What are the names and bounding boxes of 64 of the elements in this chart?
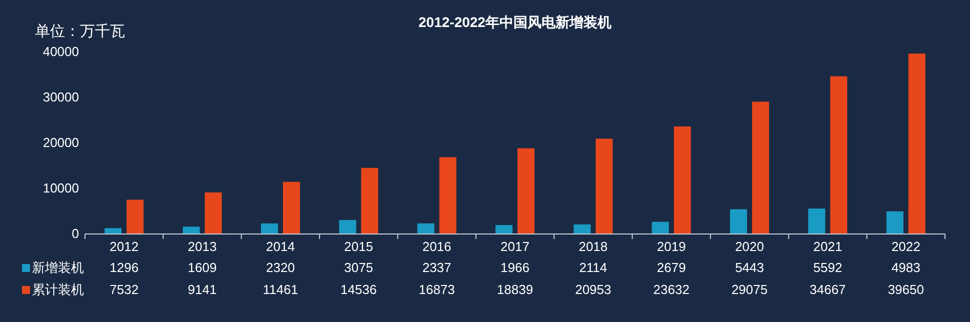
- bar: [908, 54, 926, 234]
- y-tick-label: 20000: [42, 135, 79, 150]
- bar: [518, 148, 534, 234]
- data-label: 11461: [262, 282, 298, 297]
- bar: [830, 76, 848, 234]
- x-tick-label: 2015: [344, 239, 374, 254]
- data-label: 34667: [810, 282, 846, 297]
- y-tick-label: 0: [72, 226, 79, 241]
- data-label: 20953: [575, 282, 612, 297]
- bar: [886, 211, 904, 234]
- bar: [104, 228, 122, 234]
- data-label: 7532: [110, 282, 139, 297]
- bar: [752, 102, 770, 234]
- bar: [730, 209, 748, 234]
- data-label: 2320: [266, 260, 295, 275]
- data-label: 1966: [500, 260, 530, 275]
- data-label: 5592: [813, 260, 842, 275]
- data-label: 16873: [418, 282, 455, 297]
- x-tick-label: 2016: [422, 239, 452, 254]
- bar: [204, 192, 222, 234]
- data-label: 3075: [344, 260, 374, 275]
- bar: [417, 223, 434, 234]
- x-tick-label: 2012: [110, 239, 139, 254]
- legend-label: 新增装机: [32, 260, 84, 275]
- legend-label: 累计装机: [32, 282, 84, 297]
- data-label: 2337: [422, 260, 452, 275]
- bar: [574, 224, 591, 234]
- data-label: 1296: [110, 260, 139, 275]
- bar: [596, 138, 613, 234]
- x-tick-label: 2022: [891, 239, 920, 254]
- data-label: 39650: [888, 282, 924, 297]
- y-tick-label: 30000: [42, 90, 79, 104]
- y-tick-label: 40000: [42, 44, 79, 59]
- x-tick-label: 2013: [188, 239, 217, 254]
- data-label: 1609: [188, 260, 217, 275]
- x-tick-label: 2021: [813, 239, 842, 254]
- bar: [439, 157, 456, 234]
- data-label: 2679: [656, 260, 686, 275]
- x-tick-label: 2019: [656, 239, 686, 254]
- data-label: 23632: [653, 282, 690, 297]
- data-label: 18839: [496, 282, 534, 297]
- bar: [126, 200, 144, 234]
- data-label: 14536: [340, 282, 377, 297]
- data-label: 5443: [735, 260, 764, 275]
- bar: [496, 225, 512, 234]
- y-tick-label: 10000: [42, 180, 79, 196]
- data-label: 29075: [731, 282, 768, 297]
- y-axis-title: 单位：万千瓦: [35, 23, 125, 40]
- data-label: 9141: [188, 282, 217, 297]
- x-tick-label: 2018: [578, 239, 608, 254]
- chart-title: 2012-2022年中国风电新增装机: [418, 14, 612, 30]
- data-label: 4983: [891, 260, 920, 275]
- bar: [282, 182, 300, 234]
- x-tick-label: 2017: [500, 239, 530, 254]
- bar: [808, 208, 826, 234]
- bar: [260, 223, 278, 234]
- bar: [674, 126, 691, 234]
- bar: [652, 222, 669, 234]
- bar: [339, 220, 356, 234]
- data-label: 2114: [579, 260, 608, 275]
- bar: [182, 226, 200, 234]
- bar: [361, 168, 378, 234]
- x-tick-label: 2014: [266, 239, 295, 254]
- x-tick-label: 2020: [735, 239, 764, 254]
